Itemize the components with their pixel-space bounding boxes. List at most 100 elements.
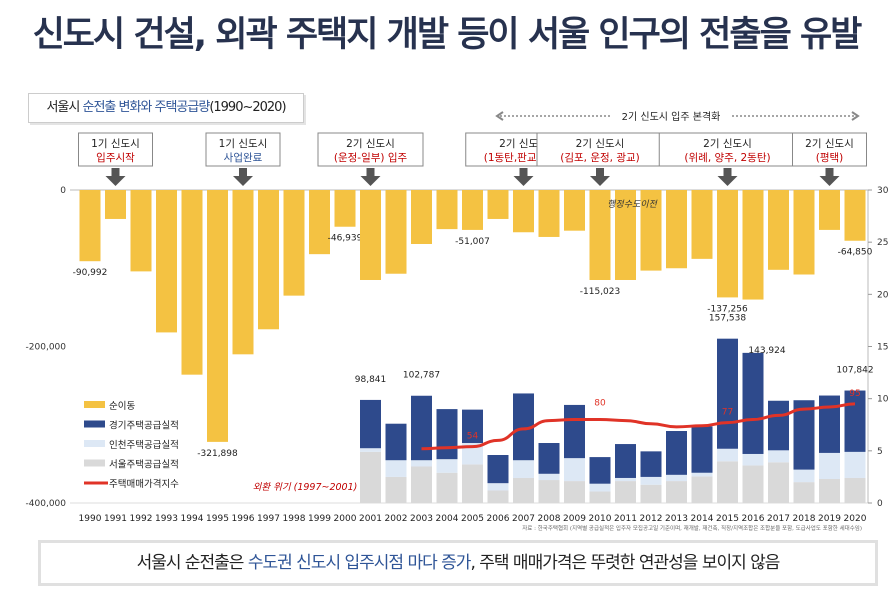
x-tick-label: 2002	[385, 514, 408, 524]
net-migration-bar	[513, 190, 534, 233]
price-index-label: 77	[722, 408, 733, 418]
supply-total-label: 107,842	[836, 366, 873, 376]
x-tick-label: 2006	[487, 514, 510, 524]
gyeonggi-supply-bar	[640, 451, 662, 477]
x-tick-label: 2007	[512, 514, 535, 524]
net-migration-bar	[793, 190, 815, 275]
net-migration-bar	[130, 190, 152, 272]
down-arrow-icon	[819, 168, 840, 186]
price-index-label: 54	[467, 432, 479, 442]
x-tick-label: 2011	[614, 514, 637, 524]
net-migration-bar	[283, 190, 305, 296]
gyeonggi-supply-bar	[615, 444, 636, 478]
supply-total-label: 157,538	[709, 314, 746, 324]
net-migration-bar	[691, 190, 713, 259]
annotation-detail: (평택)	[816, 152, 844, 164]
net-migration-bar	[487, 190, 509, 219]
incheon-supply-bar	[513, 460, 534, 478]
net-migration-label: -64,850	[838, 248, 873, 258]
annotation-detail: (운정-일부) 입주	[334, 151, 408, 164]
range-label: 2기 신도시 입주 본격화	[622, 110, 721, 123]
x-tick-label: 1999	[308, 514, 331, 524]
net-migration-label: -115,023	[580, 287, 620, 297]
conclusion-part1: 서울시 순전출은	[136, 553, 248, 573]
page-title: 신도시 건설, 외곽 주택지 개발 등이 서울 인구의 전출을 유발	[32, 15, 863, 55]
annotation-title: 2기 신도시	[576, 138, 625, 150]
legend-label: 주택매매가격지수	[109, 478, 179, 490]
annotation-box	[78, 132, 153, 167]
net-migration-bar	[589, 190, 611, 281]
annotation-title: 2기 신도시	[703, 138, 752, 150]
seoul-supply-bar	[615, 481, 636, 503]
annotation-title: 2기 신도시	[805, 138, 854, 150]
incheon-supply-bar	[793, 469, 815, 483]
right-axis-tick: 25	[877, 238, 888, 248]
arrow-right-icon	[851, 111, 860, 121]
net-migration-bar	[717, 190, 738, 298]
net-migration-bar	[258, 190, 279, 330]
seoul-supply-bar	[411, 466, 432, 503]
x-tick-label: 2005	[461, 514, 484, 524]
x-tick-label: 2001	[359, 514, 382, 524]
annotation-box	[317, 132, 424, 167]
annotation-box	[205, 132, 281, 167]
seoul-supply-bar	[844, 477, 866, 503]
net-migration-bar	[360, 190, 381, 280]
annotation-title: 2기 신도시	[346, 138, 395, 150]
seoul-supply-bar	[717, 461, 738, 503]
net-migration-bar	[666, 190, 687, 269]
net-migration-bar	[232, 190, 254, 355]
x-tick-label: 1994	[181, 514, 204, 524]
gyeonggi-supply-bar	[436, 409, 458, 460]
down-arrow-icon	[717, 168, 738, 186]
x-tick-label: 2014	[691, 514, 714, 524]
seoul-supply-bar	[589, 491, 611, 503]
supply-total-label: 98,841	[355, 375, 387, 385]
gyeonggi-supply-bar	[513, 393, 534, 461]
incheon-supply-bar	[538, 473, 560, 481]
net-migration-bar	[742, 190, 764, 300]
incheon-supply-bar	[615, 477, 636, 482]
down-arrow-icon	[590, 168, 610, 186]
net-migration-bar	[640, 190, 662, 271]
incheon-supply-bar	[360, 448, 381, 452]
annotation-detail: 사업완료	[224, 151, 263, 164]
x-tick-label: 1995	[206, 514, 229, 524]
net-migration-label: -137,256	[707, 304, 748, 314]
down-arrow-icon	[513, 168, 534, 186]
left-axis-tick: -200,000	[26, 343, 67, 353]
gyeonggi-supply-bar	[411, 395, 432, 461]
seoul-supply-bar	[538, 480, 560, 503]
gyeonggi-supply-bar	[589, 457, 611, 484]
right-axis-tick: 20	[877, 290, 889, 300]
net-migration-label: -321,898	[197, 449, 238, 459]
x-tick-label: 2012	[640, 514, 663, 524]
incheon-supply-bar	[844, 451, 866, 478]
incheon-supply-bar	[589, 483, 611, 492]
left-axis-tick: -400,000	[26, 499, 67, 509]
x-tick-label: 2003	[410, 514, 433, 524]
incheon-supply-bar	[462, 443, 483, 465]
annotation-detail: (위례, 양주, 2동탄)	[684, 151, 770, 164]
net-migration-bar	[309, 190, 330, 255]
right-axis-tick: 5	[877, 447, 883, 457]
incheon-supply-bar	[768, 450, 789, 463]
seoul-supply-bar	[691, 476, 713, 503]
net-migration-bar	[462, 190, 483, 230]
x-tick-label: 2018	[793, 514, 816, 524]
x-tick-label: 1993	[155, 514, 178, 524]
incheon-supply-bar	[411, 460, 432, 467]
x-tick-label: 2008	[538, 514, 561, 524]
incheon-supply-bar	[691, 472, 713, 477]
down-arrow-icon	[233, 168, 253, 186]
x-tick-label: 2020	[844, 514, 867, 524]
net-migration-bar	[156, 190, 177, 333]
seoul-supply-bar	[513, 477, 534, 503]
legend-swatch	[84, 420, 105, 428]
net-migration-label: -51,007	[455, 237, 490, 247]
legend-label: 서울주택공급실적	[109, 459, 179, 471]
gyeonggi-supply-bar	[360, 399, 381, 449]
net-migration-bar	[411, 190, 432, 244]
seoul-supply-bar	[640, 484, 662, 503]
seoul-supply-bar	[360, 451, 381, 503]
